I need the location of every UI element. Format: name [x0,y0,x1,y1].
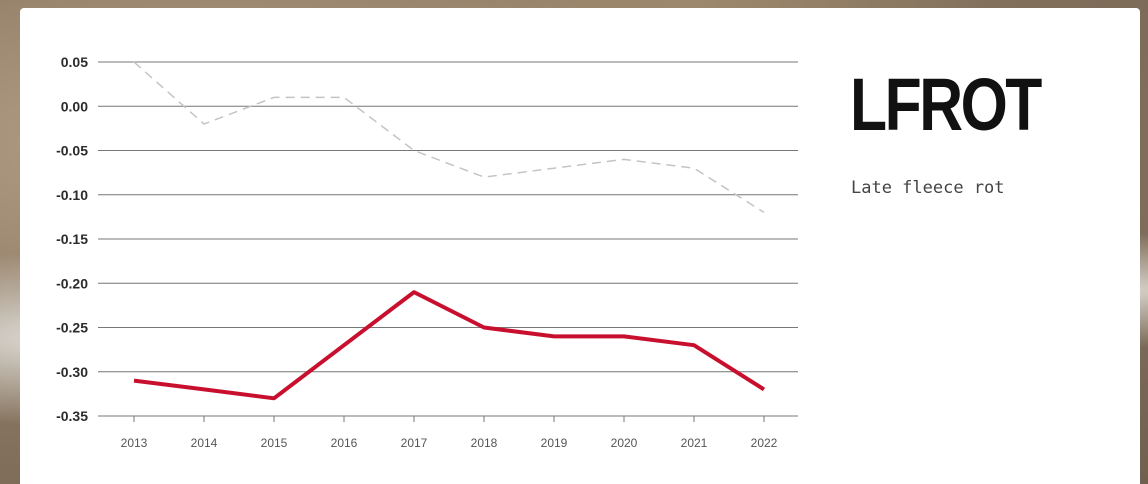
y-tick-label: -0.10 [56,187,88,203]
series-line-dashed [133,61,765,214]
y-tick-label: -0.20 [56,275,88,291]
y-tick-label: -0.15 [56,231,88,247]
y-tick-label: 0.05 [61,54,88,70]
y-tick-label: -0.35 [56,408,88,424]
x-tick-label: 2014 [191,436,218,450]
y-tick-label: -0.05 [56,143,88,159]
chart-subtitle: Late fleece rot [851,178,1005,198]
x-tick-label: 2013 [121,436,148,450]
y-tick-label: -0.30 [56,364,88,380]
chart-card [20,8,1140,484]
series-line-solid [133,290,766,401]
x-tick-label: 2016 [331,436,358,450]
x-tick-label: 2015 [261,436,288,450]
y-axis-ticks: 0.05 0.00 -0.05 -0.10 -0.15 -0.20 -0.25 -0.30 -0… [56,54,88,424]
x-tick-label: 2018 [471,436,498,450]
x-tick-label: 2022 [751,436,778,450]
y-tick-label: 0.00 [61,98,88,114]
gridlines [98,61,798,417]
x-axis-ticks: 2013 2014 2015 2016 2017 2018 2019 2020 2021 2022 [121,416,778,450]
x-tick-label: 2020 [611,436,638,450]
y-tick-label: -0.25 [56,320,88,336]
x-tick-label: 2019 [541,436,568,450]
x-tick-label: 2017 [401,436,428,450]
x-tick-label: 2021 [681,436,708,450]
series-lines [133,61,766,401]
chart-title: LFROT [850,63,1042,146]
